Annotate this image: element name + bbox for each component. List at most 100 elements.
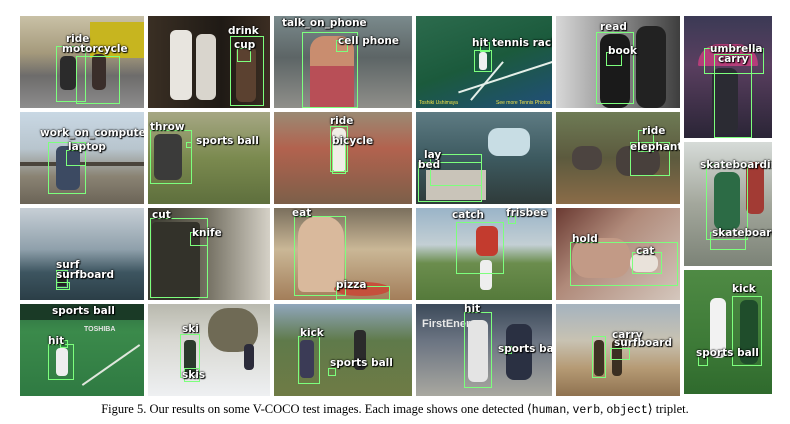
player-shape: [300, 340, 314, 378]
human-box: [230, 36, 264, 106]
image-tile-lay-bed: lay bed: [416, 112, 552, 204]
verb-label: ride: [642, 125, 666, 137]
image-tile-ride-motorcycle: ride motorcycle: [20, 16, 144, 108]
human-box: [48, 142, 86, 194]
object-box: [480, 42, 490, 52]
object-box: [508, 216, 516, 224]
verb-label: drink: [228, 25, 259, 37]
object-label: bicycle: [332, 135, 374, 147]
object-label: cat: [636, 245, 655, 257]
triplet-sep: ,: [600, 402, 607, 416]
human-box: [298, 336, 320, 384]
verb-label: work_on_computer: [40, 127, 144, 139]
object-box: [504, 346, 512, 354]
image-tile-hold-cat: hold cat: [556, 208, 680, 300]
player-shape: [354, 330, 366, 370]
player-shape: [479, 52, 487, 70]
object-box: [632, 252, 662, 274]
object-label: sports ball: [52, 305, 115, 317]
object-label: surfboard: [56, 269, 114, 281]
verb-label: catch: [452, 209, 485, 221]
verb-label: carry: [612, 329, 643, 341]
human-box: [714, 54, 752, 138]
photo-credit: Toshiki Ushimaya: [419, 100, 458, 106]
person-shape: [56, 146, 80, 190]
human-box: [596, 32, 634, 104]
object-label: skateboard: [712, 227, 772, 239]
figure-caption: Figure 5. Our results on some V-COCO tes…: [0, 401, 790, 417]
verb-label: lay: [424, 149, 442, 161]
photo-credit: See more Tennis Photos: [496, 100, 551, 106]
human-box: [592, 336, 606, 378]
banner-text: TOSHIBA: [84, 326, 116, 333]
human-box: [56, 46, 86, 102]
rider-shape: [60, 56, 76, 90]
verb-label: ride: [330, 115, 354, 127]
image-tile-throw-sports-ball: throw sports ball: [148, 112, 270, 204]
object-label: elephant: [630, 141, 680, 153]
caption-suffix: triplet.: [652, 402, 689, 416]
object-box: [237, 48, 251, 62]
image-tile-kick-sports-ball: kick sports ball: [274, 304, 412, 396]
person-shape: [714, 172, 740, 230]
elephant-shape: [572, 146, 602, 170]
image-tile-kick-sports-ball-soccer: kick sports ball: [684, 270, 772, 394]
object-label: surfboard: [614, 337, 672, 349]
object-box: [418, 162, 482, 202]
object-box: [184, 368, 200, 382]
verb-label: skateboarding: [700, 159, 772, 171]
cat-shape: [630, 254, 658, 272]
image-tile-cut-knife: cut knife: [148, 208, 270, 300]
image-tile-carry-surfboard: carry surfboard: [556, 304, 680, 396]
caption-prefix: Figure 5. Our results on some V-COCO tes…: [101, 402, 527, 416]
batter-shape: [468, 320, 488, 382]
image-tile-talk-on-phone: talk_on_phone cell phone: [274, 16, 412, 108]
skier-shape: [184, 340, 196, 376]
verb-label: throw: [150, 121, 185, 133]
image-tile-hit-tennis-racket: hit tennis racket Toshiki Ushimaya See m…: [416, 16, 552, 108]
player-shape: [476, 226, 498, 256]
object-box: [698, 356, 708, 366]
object-box: [332, 142, 346, 174]
object-box: [60, 340, 68, 348]
image-tile-work-on-computer: work_on_computer laptop: [20, 112, 144, 204]
image-tile-surf-surfboard: surf surfboard: [20, 208, 144, 300]
image-tile-catch-frisbee: catch frisbee: [416, 208, 552, 300]
verb-label: kick: [732, 283, 756, 295]
image-tile-ski-skis: ski skis: [148, 304, 270, 396]
human-box: [456, 222, 504, 274]
person-shape: [600, 34, 630, 108]
image-tile-read-book: read book: [556, 16, 680, 108]
person-shape: [154, 134, 182, 180]
human-box: [330, 126, 348, 172]
human-box: [150, 218, 208, 298]
image-tile-skateboarding: skateboarding skateboard: [684, 142, 772, 266]
verb-label: cut: [152, 209, 171, 221]
person-shape: [572, 238, 630, 278]
verb-label: hit: [472, 37, 489, 49]
verb-label: ride: [66, 33, 90, 45]
pizza-shape: [334, 282, 390, 296]
person-shape: [170, 30, 192, 100]
object-label: motorcycle: [62, 43, 128, 55]
verb-label: eat: [292, 208, 312, 219]
object-box: [610, 348, 630, 360]
triplet-object: object: [606, 404, 648, 417]
verb-label: talk_on_phone: [282, 17, 367, 29]
human-box: [638, 130, 654, 152]
person-shape: [636, 26, 666, 108]
object-box: [66, 150, 86, 166]
stadium-banner: [20, 304, 144, 320]
object-label: cup: [234, 39, 256, 51]
object-box: [190, 232, 208, 246]
object-label: bed: [418, 159, 441, 171]
object-label: sports ball: [498, 343, 552, 355]
verb-label: hit: [48, 335, 65, 347]
image-tile-drink-cup: drink cup: [148, 16, 270, 108]
object-label: frisbee: [506, 208, 548, 219]
object-box: [76, 56, 120, 104]
triplet-sep: ,: [566, 402, 573, 416]
object-label: sports ball: [330, 357, 393, 369]
bus-shape: [90, 22, 144, 58]
person-shape: [152, 222, 200, 300]
